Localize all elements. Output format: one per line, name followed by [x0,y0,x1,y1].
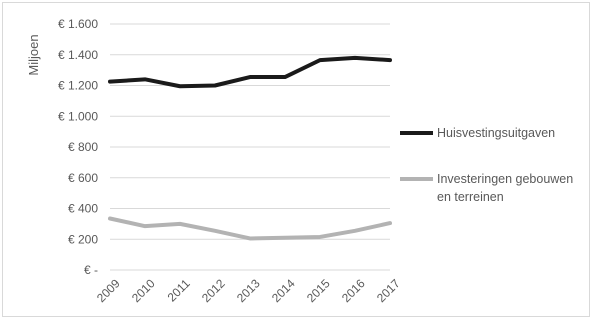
x-axis-ticks: 2009 2010 2011 2012 2013 2014 2015 2016 2017 [94,276,403,305]
series-lines [108,55,392,241]
y-tick-label: € - [84,263,98,277]
y-tick-label: € 400 [68,202,98,216]
y-axis-label: Miljoen [26,34,41,75]
y-tick-label: € 1.200 [58,79,98,93]
legend-label-investeringen-line1: Investeringen gebouwen [437,172,573,186]
x-tick-label: 2012 [199,276,228,305]
x-tick-label: 2011 [165,276,193,304]
series-line-1 [108,216,392,241]
series-line-0 [108,55,392,89]
legend-label-investeringen-line2: en terreinen [437,190,504,204]
x-tick-label: 2010 [129,276,158,305]
y-tick-label: € 1.400 [58,48,98,62]
y-tick-label: € 200 [68,232,98,246]
legend-label-huisvesting: Huisvestingsuitgaven [437,126,555,140]
y-tick-label: € 600 [68,171,98,185]
y-tick-label: € 1.000 [58,109,98,123]
x-tick-label: 2013 [234,276,263,305]
x-tick-label: 2016 [339,276,368,305]
gridlines [110,23,390,271]
x-tick-label: 2009 [94,276,123,305]
legend: Huisvestingsuitgaven Investeringen gebou… [400,126,573,204]
y-tick-label: € 800 [68,140,98,154]
x-tick-label: 2015 [304,276,333,305]
x-tick-label: 2014 [269,276,298,305]
y-axis-ticks: € - € 200 € 400 € 600 € 800 € 1.000 € 1.200 € 1… [58,17,98,277]
x-tick-label: 2017 [374,276,403,305]
y-tick-label: € 1.600 [58,17,98,31]
